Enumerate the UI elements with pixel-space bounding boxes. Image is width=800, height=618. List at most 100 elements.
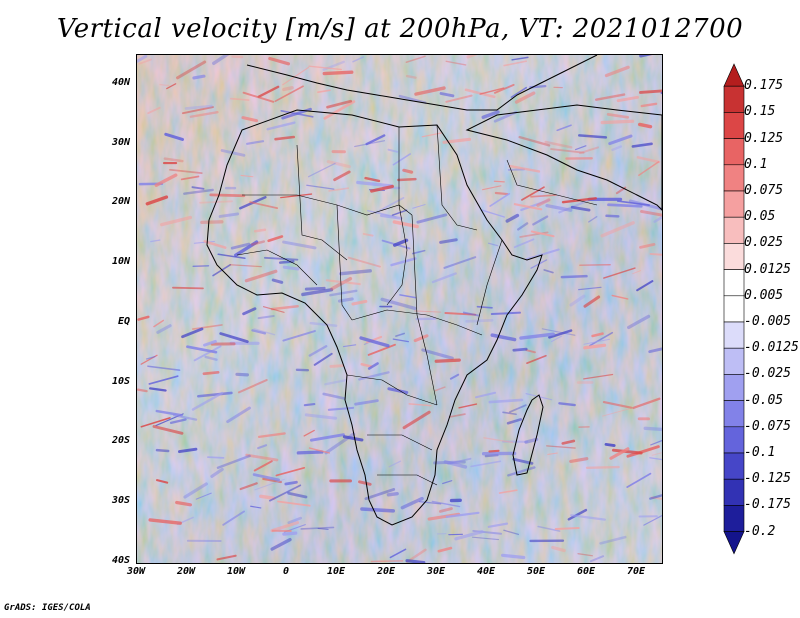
velocity-streak — [217, 253, 246, 259]
velocity-streak — [561, 197, 598, 204]
velocity-streak — [245, 453, 279, 462]
velocity-streak — [370, 184, 395, 193]
colorbar-swatch — [723, 164, 745, 192]
velocity-streak — [306, 184, 335, 190]
velocity-streak — [640, 210, 662, 217]
colorbar-swatch — [723, 112, 745, 139]
velocity-streak — [530, 230, 555, 238]
velocity-streak — [626, 445, 660, 458]
colorbar-tick-label: 0.075 — [744, 183, 784, 198]
colorbar-swatch — [723, 190, 745, 218]
lon-tick-label: 10W — [226, 566, 246, 577]
velocity-streak — [235, 372, 249, 377]
velocity-streak — [342, 435, 364, 442]
velocity-streak — [246, 140, 265, 145]
velocity-streak — [514, 91, 536, 104]
velocity-streak — [220, 149, 246, 157]
velocity-streak — [358, 371, 390, 381]
velocity-streak — [402, 168, 414, 174]
velocity-streak — [380, 214, 403, 220]
velocity-streak — [550, 148, 585, 154]
velocity-streak — [471, 536, 500, 541]
border — [411, 214, 438, 406]
border — [506, 159, 598, 206]
velocity-streak — [609, 447, 630, 460]
velocity-streak — [392, 153, 411, 166]
velocity-streak — [551, 545, 566, 553]
colorbar-tick-label: 0.1 — [744, 156, 768, 172]
velocity-streak — [329, 289, 358, 297]
velocity-streak — [192, 265, 210, 268]
velocity-streak — [509, 404, 527, 413]
velocity-streak — [483, 437, 514, 444]
velocity-streak — [138, 58, 153, 65]
velocity-streak — [197, 391, 233, 398]
velocity-streak — [164, 132, 185, 141]
lat-tick-label: 10S — [111, 375, 130, 387]
velocity-streak — [476, 305, 493, 309]
lon-tick-label: 30E — [426, 566, 446, 577]
velocity-streak — [608, 134, 633, 146]
velocity-streak — [327, 406, 355, 411]
arabia-coastline — [465, 104, 662, 211]
velocity-streak — [414, 310, 442, 313]
velocity-streak — [156, 479, 169, 484]
velocity-streak — [352, 56, 365, 63]
colorbar-tick-label: 0.05 — [744, 209, 776, 225]
velocity-streak — [489, 192, 511, 207]
velocity-streak — [510, 86, 528, 98]
velocity-streak — [387, 387, 409, 394]
velocity-streak — [326, 99, 353, 109]
velocity-streak — [254, 478, 285, 491]
velocity-streak — [274, 85, 304, 102]
velocity-streak — [249, 201, 279, 210]
velocity-streak — [137, 315, 150, 321]
velocity-streak — [317, 527, 329, 531]
velocity-streak — [545, 203, 573, 212]
velocity-streak — [308, 65, 342, 71]
velocity-streak — [488, 449, 500, 453]
africa-coastline — [206, 109, 543, 526]
velocity-streak — [364, 488, 396, 501]
velocity-streak — [200, 220, 224, 225]
velocity-streak — [443, 256, 477, 269]
velocity-streak — [148, 518, 182, 525]
border — [367, 434, 433, 451]
velocity-streak — [250, 505, 262, 509]
velocity-streak — [616, 200, 651, 206]
velocity-streak — [561, 439, 576, 445]
colorbar-swatch — [723, 505, 745, 532]
velocity-streak — [209, 193, 246, 198]
velocity-streak — [176, 60, 207, 80]
velocity-streak — [304, 413, 338, 420]
velocity-streak — [640, 102, 658, 108]
velocity-streak — [267, 235, 284, 243]
velocity-streak — [230, 242, 251, 250]
velocity-streak — [222, 510, 246, 526]
velocity-streak — [650, 496, 662, 500]
velocity-streak — [588, 216, 598, 223]
europe-coastline — [246, 55, 598, 111]
colorbar-swatch — [723, 426, 745, 454]
velocity-streak — [591, 332, 604, 338]
velocity-streak — [203, 240, 227, 249]
velocity-streak — [493, 180, 505, 183]
velocity-streak — [583, 338, 611, 345]
velocity-streak — [583, 373, 614, 380]
field-streaks — [137, 55, 662, 563]
velocity-streak — [365, 134, 386, 146]
border — [242, 194, 413, 216]
lat-tick-label: 40S — [111, 555, 130, 566]
border — [386, 127, 408, 306]
velocity-streak — [560, 274, 588, 279]
velocity-streak — [604, 443, 616, 447]
velocity-streak — [358, 480, 372, 486]
velocity-streak — [240, 174, 254, 178]
madagascar-coastline — [512, 394, 544, 476]
velocity-streak — [570, 205, 591, 212]
colorbar-tick-label: -0.005 — [744, 314, 791, 329]
colorbar-swatch — [723, 400, 745, 428]
lon-tick-label: 20W — [176, 566, 196, 577]
velocity-streak — [356, 180, 394, 188]
velocity-streak — [280, 193, 313, 199]
